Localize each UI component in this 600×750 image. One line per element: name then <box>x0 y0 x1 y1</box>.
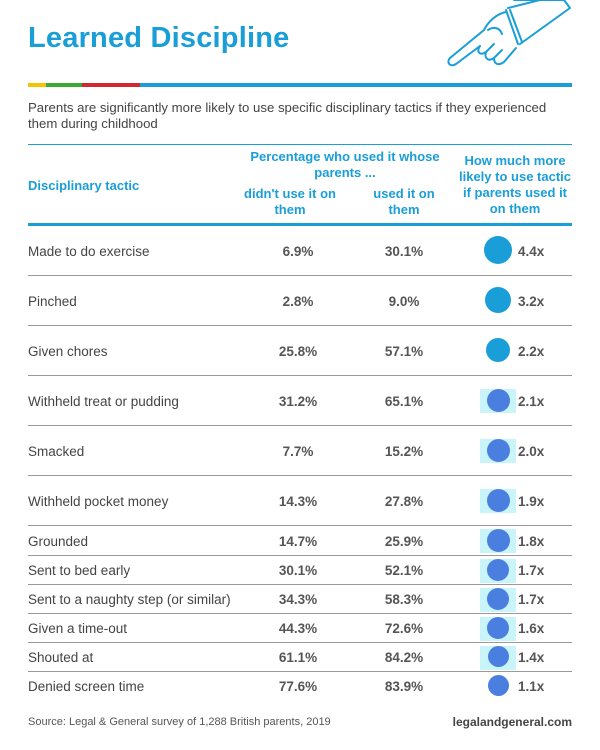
row-divider <box>28 671 572 672</box>
row-didnt-value: 61.1% <box>278 650 318 665</box>
row-tactic-label: Shouted at <box>28 650 94 665</box>
row-divider <box>28 375 572 376</box>
row-used-value: 83.9% <box>384 679 424 694</box>
row-used-value: 58.3% <box>384 592 424 607</box>
header-likely: How much more likely to use tactic if pa… <box>459 153 571 216</box>
page-title: Learned Discipline <box>28 22 290 54</box>
row-used-value: 57.1% <box>384 343 424 359</box>
ratio-bubble <box>484 236 512 264</box>
row-ratio-value: 4.4x <box>518 243 545 259</box>
row-divider <box>28 555 572 556</box>
table-row: Shouted at 61.1% 84.2% 1.4x <box>28 643 572 672</box>
row-tactic-label: Given chores <box>28 343 108 359</box>
ratio-bubble <box>487 558 509 581</box>
row-divider <box>28 525 572 526</box>
row-tactic-label: Grounded <box>28 533 89 549</box>
row-didnt-value: 31.2% <box>278 393 318 409</box>
row-didnt-value: 14.7% <box>278 533 318 549</box>
row-ratio-value: 3.2x <box>518 293 545 309</box>
table-row: Sent to bed early 30.1% 52.1% 1.7x <box>28 556 572 585</box>
row-ratio-value: 1.7x <box>518 592 545 607</box>
source-note: Source: Legal & General survey of 1,288 … <box>28 716 331 728</box>
table-row: Grounded 14.7% 25.9% 1.8x <box>28 526 572 556</box>
row-tactic-label: Given a time-out <box>28 621 128 636</box>
row-used-value: 72.6% <box>384 621 424 636</box>
row-tactic-label: Withheld pocket money <box>28 493 169 509</box>
ratio-bubble <box>486 438 510 462</box>
header-top-divider <box>28 144 572 145</box>
row-tactic-label: Pinched <box>28 293 77 309</box>
row-tactic-label: Withheld treat or pudding <box>28 393 179 409</box>
table-row: Made to do exercise 6.9% 30.1% 4.4x <box>28 226 572 276</box>
row-ratio-value: 1.9x <box>518 493 545 509</box>
color-bar-red <box>82 83 140 87</box>
row-ratio-value: 2.0x <box>518 443 545 459</box>
pointing-hand-icon <box>447 0 571 67</box>
row-used-value: 52.1% <box>384 563 424 578</box>
row-ratio-value: 1.4x <box>518 650 545 665</box>
row-divider <box>28 275 572 276</box>
color-bar-green <box>46 83 82 87</box>
ratio-bubble <box>486 388 510 412</box>
row-didnt-value: 6.9% <box>282 243 314 259</box>
ratio-bubble <box>486 488 510 512</box>
row-didnt-value: 14.3% <box>278 493 318 509</box>
header-didnt: didn't use it on them <box>244 186 336 217</box>
row-divider <box>28 642 572 643</box>
row-used-value: 9.0% <box>388 293 420 309</box>
row-ratio-value: 1.6x <box>518 621 545 636</box>
row-divider <box>28 613 572 614</box>
row-didnt-value: 77.6% <box>278 679 318 694</box>
row-used-value: 27.8% <box>384 493 424 509</box>
row-divider <box>28 475 572 476</box>
ratio-bubble <box>487 587 509 610</box>
row-tactic-label: Sent to bed early <box>28 563 131 578</box>
row-ratio-value: 2.2x <box>518 343 545 359</box>
table-row: Sent to a naughty step (or similar) 34.3%… <box>28 585 572 614</box>
row-divider <box>28 584 572 585</box>
subtitle: Parents are significantly more likely to… <box>28 100 547 131</box>
ratio-bubble <box>486 338 510 362</box>
row-tactic-label: Denied screen time <box>28 679 145 694</box>
ratio-bubble <box>487 675 509 696</box>
ratio-bubble <box>486 528 510 552</box>
row-used-value: 15.2% <box>384 443 424 459</box>
row-didnt-value: 7.7% <box>282 443 314 459</box>
row-used-value: 65.1% <box>384 393 424 409</box>
color-bar-blue <box>140 83 572 87</box>
header-tactic: Disciplinary tactic <box>28 178 140 193</box>
ratio-bubble <box>487 646 509 667</box>
table-row: Given a time-out 44.3% 72.6% 1.6x <box>28 614 572 643</box>
ratio-bubble <box>487 616 509 639</box>
site-url[interactable]: legalandgeneral.com <box>452 715 572 729</box>
row-ratio-value: 2.1x <box>518 393 545 409</box>
row-ratio-value: 1.8x <box>518 533 545 549</box>
row-didnt-value: 34.3% <box>278 592 318 607</box>
row-ratio-value: 1.1x <box>518 679 545 694</box>
table-row: Given chores 25.8% 57.1% 2.2x <box>28 326 572 376</box>
color-bar-yellow <box>28 83 46 87</box>
header-group: Percentage who used it whose parents ... <box>250 149 440 180</box>
ratio-bubble <box>485 287 511 313</box>
row-didnt-value: 25.8% <box>278 343 318 359</box>
row-used-value: 84.2% <box>384 650 424 665</box>
row-tactic-label: Made to do exercise <box>28 243 150 259</box>
table-row: Pinched 2.8% 9.0% 3.2x <box>28 276 572 326</box>
header-used: used it on them <box>373 186 435 217</box>
row-tactic-label: Smacked <box>28 443 85 459</box>
table-row: Withheld treat or pudding 31.2% 65.1% 2.1x <box>28 376 572 426</box>
row-didnt-value: 2.8% <box>282 293 314 309</box>
row-divider <box>28 425 572 426</box>
row-used-value: 30.1% <box>384 243 424 259</box>
table-row: Smacked 7.7% 15.2% 2.0x <box>28 426 572 476</box>
table-row: Denied screen time 77.6% 83.9% 1.1x <box>28 672 572 701</box>
row-didnt-value: 30.1% <box>278 563 318 578</box>
row-divider <box>28 325 572 326</box>
header-bottom-divider <box>28 223 572 226</box>
row-tactic-label: Sent to a naughty step (or similar) <box>28 592 231 607</box>
row-used-value: 25.9% <box>384 533 424 549</box>
table-row: Withheld pocket money 14.3% 27.8% 1.9x <box>28 476 572 526</box>
row-didnt-value: 44.3% <box>278 621 318 636</box>
row-ratio-value: 1.7x <box>518 563 545 578</box>
